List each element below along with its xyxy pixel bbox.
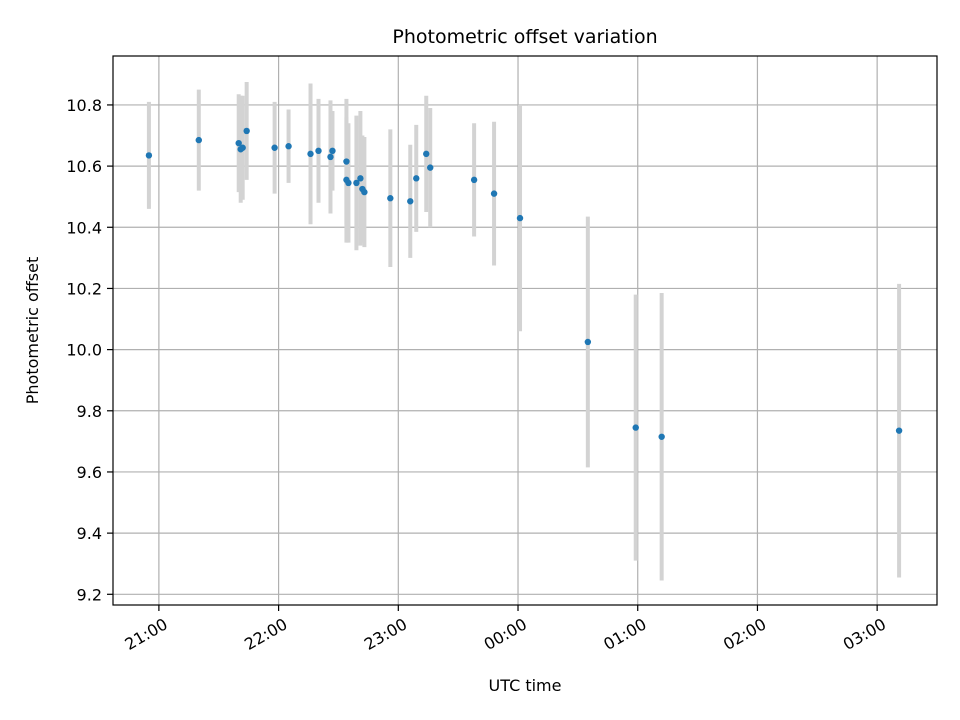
y-axis: 9.2 9.4 9.6 9.8 10.0 10.2 10.4 10.6 10.8 bbox=[66, 96, 113, 604]
data-point bbox=[235, 139, 242, 147]
data-point bbox=[632, 424, 639, 431]
data-point bbox=[145, 152, 153, 159]
data-point bbox=[329, 147, 336, 155]
y-tick-label: 10.2 bbox=[66, 279, 102, 298]
y-tick-label: 9.6 bbox=[77, 463, 102, 482]
y-tick-label: 10.8 bbox=[66, 96, 102, 115]
data-points bbox=[145, 127, 903, 440]
data-point bbox=[423, 150, 430, 158]
data-point bbox=[361, 188, 368, 196]
data-point bbox=[516, 214, 524, 222]
y-tick-label: 10.4 bbox=[66, 218, 102, 237]
y-tick-label: 9.8 bbox=[77, 402, 102, 421]
data-point bbox=[285, 143, 292, 150]
data-point bbox=[427, 164, 434, 171]
data-point bbox=[343, 158, 350, 165]
data-point bbox=[239, 144, 246, 151]
data-point bbox=[195, 136, 202, 144]
data-point bbox=[413, 175, 420, 182]
data-point bbox=[584, 338, 592, 346]
data-point bbox=[315, 147, 322, 155]
y-tick-label: 9.2 bbox=[77, 585, 102, 604]
data-point bbox=[407, 198, 414, 205]
y-axis-label: Photometric offset bbox=[23, 257, 42, 405]
data-point bbox=[470, 176, 478, 184]
data-point bbox=[895, 427, 903, 434]
data-point bbox=[327, 153, 334, 161]
y-tick-label: 10.0 bbox=[66, 341, 102, 360]
data-point bbox=[387, 195, 394, 202]
data-point bbox=[490, 190, 498, 197]
plot-frame bbox=[112, 55, 938, 606]
y-tick-label: 9.4 bbox=[77, 524, 102, 543]
data-point bbox=[271, 144, 278, 151]
chart-title: Photometric offset variation bbox=[392, 26, 657, 48]
data-point bbox=[658, 433, 665, 440]
x-axis-label: UTC time bbox=[489, 676, 562, 695]
data-point bbox=[345, 179, 352, 187]
data-point bbox=[357, 175, 364, 182]
data-point bbox=[243, 127, 250, 135]
data-point bbox=[307, 150, 314, 158]
data-point bbox=[353, 179, 360, 187]
y-tick-label: 10.6 bbox=[66, 157, 102, 176]
